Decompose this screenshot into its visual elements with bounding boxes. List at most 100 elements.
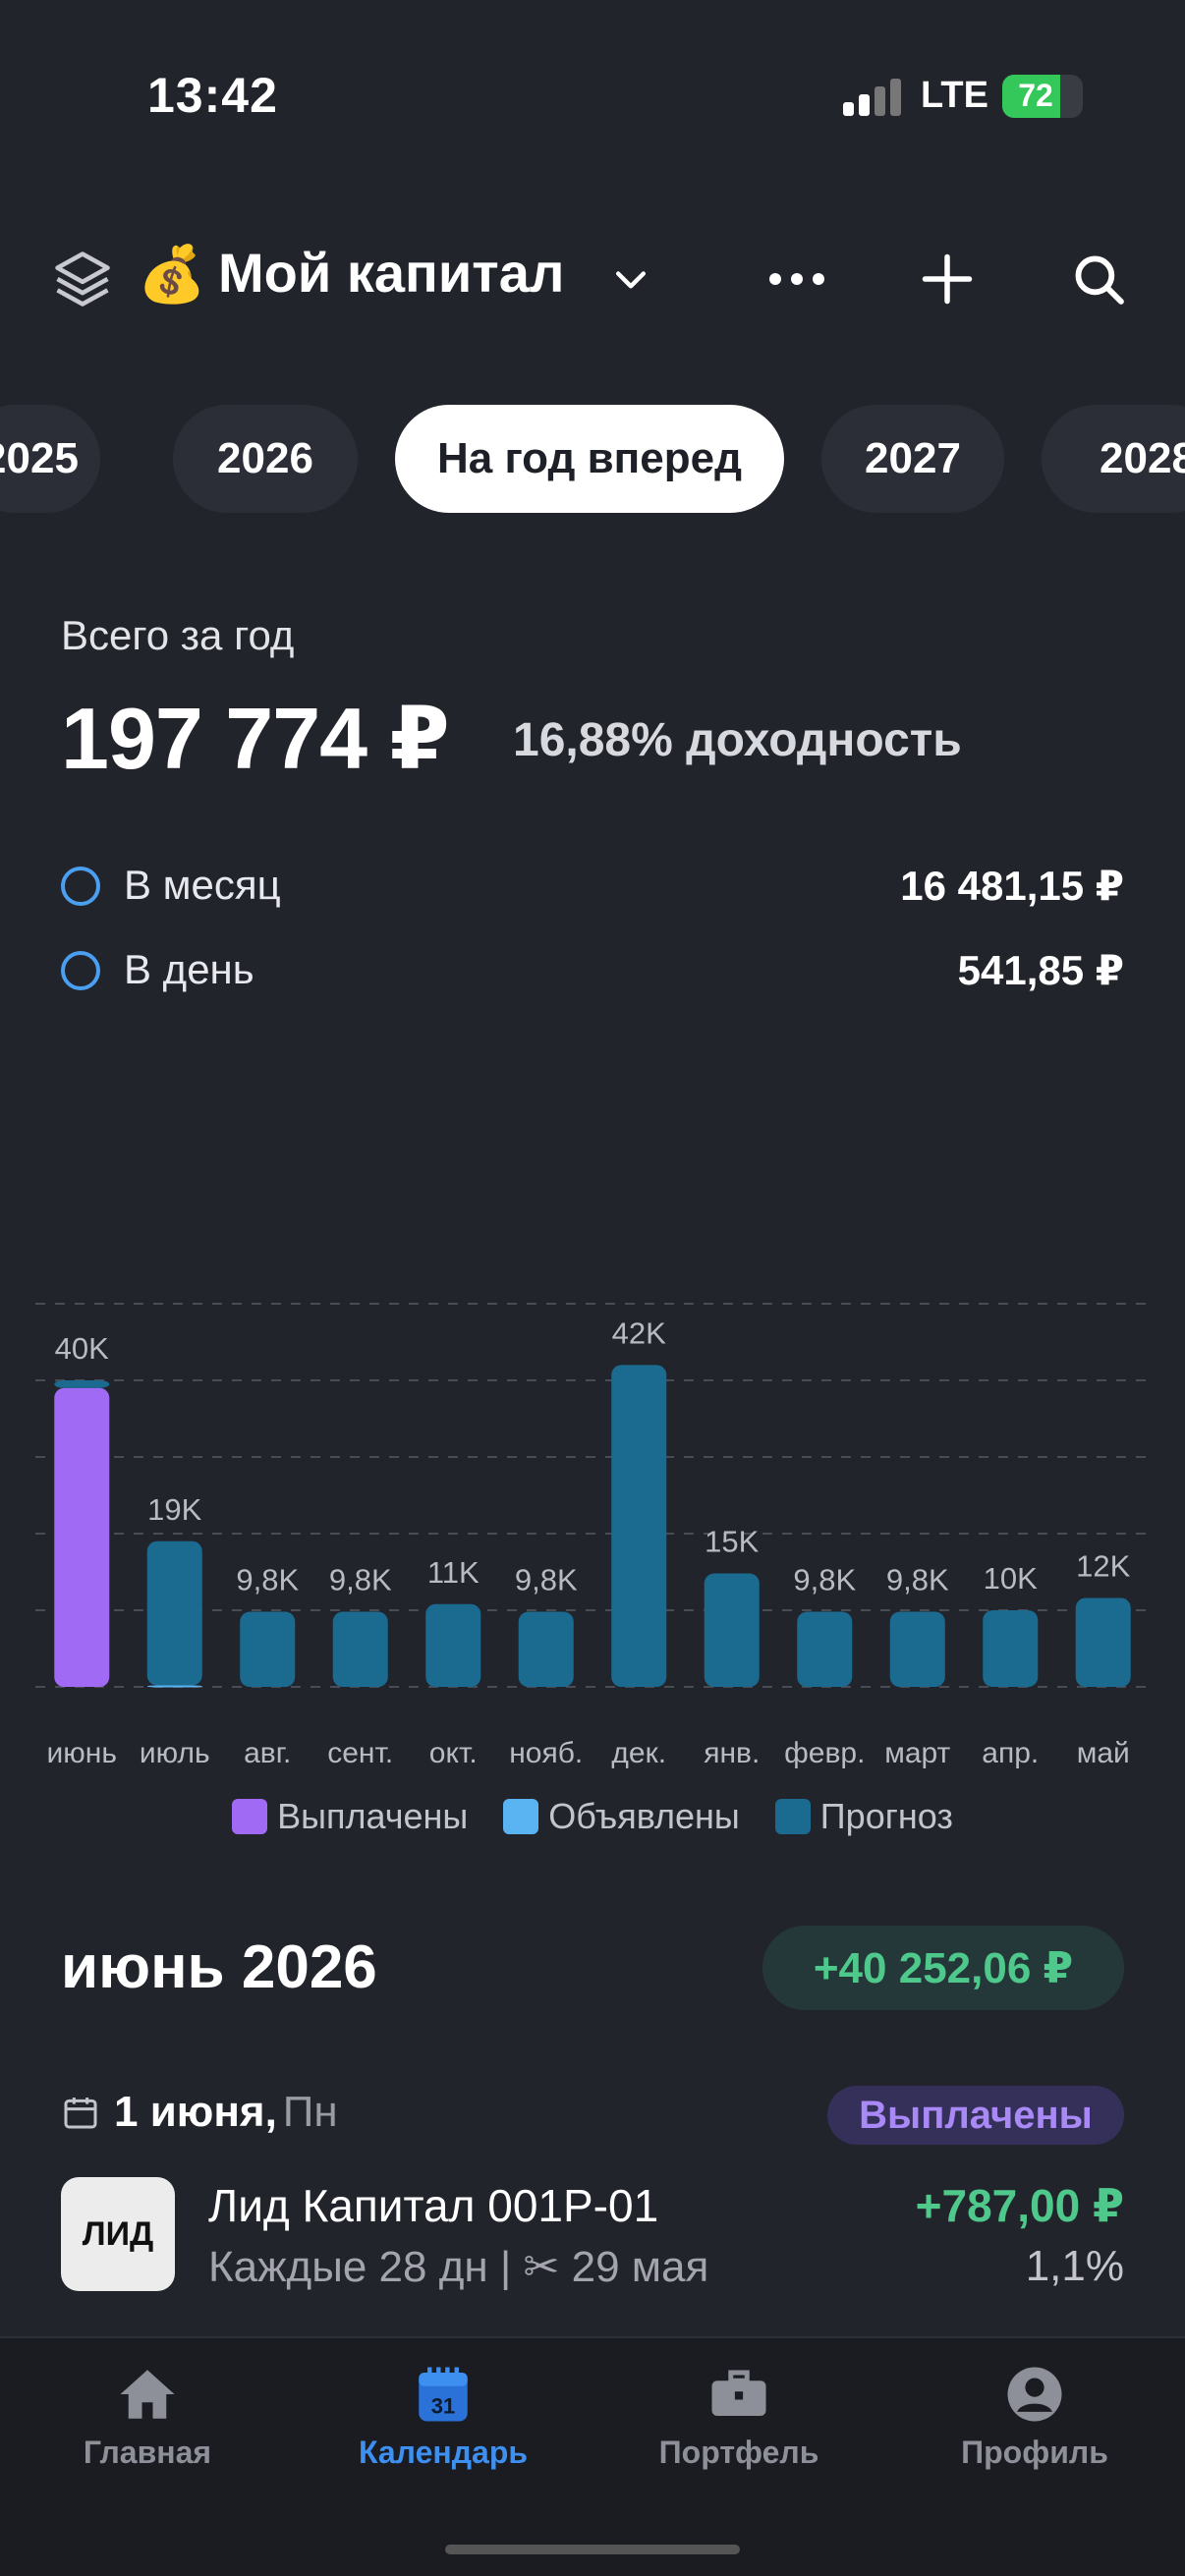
chart-category-label: май bbox=[1077, 1737, 1130, 1769]
yield-percent: 16,88% доходность bbox=[513, 714, 962, 766]
chart-bar-forecast[interactable] bbox=[240, 1611, 296, 1687]
chart-bar-forecast[interactable] bbox=[797, 1611, 853, 1687]
status-time: 13:42 bbox=[147, 68, 278, 123]
chart-bar-forecast[interactable] bbox=[889, 1611, 945, 1687]
briefcase-icon bbox=[711, 2370, 766, 2416]
chart-value-label: 9,8K bbox=[236, 1563, 299, 1597]
battery-indicator: 72 bbox=[1002, 75, 1083, 118]
total-amount: 197 774 ₽ bbox=[61, 690, 450, 787]
money-bag-icon: 💰 bbox=[138, 243, 206, 305]
chart-legend: Выплачены Объявлены Прогноз bbox=[0, 1796, 1185, 1837]
payment-amount: +787,00 ₽ bbox=[915, 2180, 1124, 2231]
radio-month[interactable] bbox=[61, 867, 100, 906]
tab-profile-label: Профиль bbox=[961, 2435, 1108, 2470]
chart-category-label: июнь bbox=[47, 1737, 117, 1769]
chart-bar-paid[interactable] bbox=[54, 1387, 110, 1687]
plus-icon[interactable] bbox=[914, 246, 981, 312]
calendar-small-icon bbox=[64, 2098, 97, 2129]
period-pill-2027[interactable]: 2027 bbox=[821, 405, 1004, 513]
legend-forecast[interactable]: Прогноз bbox=[774, 1796, 953, 1837]
chart-value-label: 42K bbox=[612, 1316, 666, 1350]
layers-icon[interactable] bbox=[47, 244, 118, 314]
chart-category-label: авг. bbox=[244, 1737, 291, 1769]
chart-bar-forecast[interactable] bbox=[332, 1611, 388, 1687]
chart-bar-forecast[interactable] bbox=[1075, 1597, 1131, 1687]
chart-bar-forecast[interactable] bbox=[146, 1540, 202, 1686]
legend-label-paid: Выплачены bbox=[277, 1796, 469, 1836]
chart-value-label: 9,8K bbox=[886, 1563, 949, 1597]
period-pill-2026[interactable]: 2026 bbox=[173, 405, 358, 513]
bottom-tab-bar: Главная 31 Календарь Портфель Профиль bbox=[0, 2336, 1185, 2576]
payment-weekday: Пн bbox=[282, 2088, 338, 2136]
chart-bar-forecast[interactable] bbox=[54, 1380, 110, 1388]
radio-day[interactable] bbox=[61, 951, 100, 990]
bond-schedule: Каждые 28 дн | ✂ 29 мая bbox=[208, 2243, 709, 2291]
legend-announced[interactable]: Объявлены bbox=[503, 1796, 740, 1837]
tab-home-label: Главная bbox=[83, 2435, 212, 2470]
chart-category-label: янв. bbox=[704, 1737, 760, 1769]
home-indicator bbox=[445, 2545, 740, 2554]
per-day-label: В день bbox=[124, 946, 254, 992]
profile-icon bbox=[1007, 2367, 1062, 2422]
battery-level: 72 bbox=[1018, 78, 1053, 113]
tab-calendar[interactable]: 31 Календарь bbox=[325, 2362, 561, 2471]
legend-label-announced: Объявлены bbox=[548, 1796, 740, 1836]
chart-value-label: 12K bbox=[1076, 1549, 1130, 1584]
calendar-icon: 31 bbox=[419, 2367, 468, 2422]
calendar-icon-day: 31 bbox=[431, 2393, 455, 2418]
chart-bar-announced[interactable] bbox=[146, 1685, 202, 1688]
period-pill-year-ahead[interactable]: На год вперед bbox=[395, 405, 784, 513]
chart-category-label: июль bbox=[140, 1737, 210, 1769]
signal-icon bbox=[843, 79, 902, 116]
period-pill-2025[interactable]: 2025 bbox=[0, 405, 100, 513]
legend-paid[interactable]: Выплачены bbox=[232, 1796, 468, 1837]
chart-bar-forecast[interactable] bbox=[983, 1610, 1039, 1687]
per-day-value: 541,85 ₽ bbox=[957, 947, 1124, 993]
portfolio-title[interactable]: Мой капитал bbox=[218, 242, 565, 304]
month-title: июнь 2026 bbox=[61, 1933, 377, 2001]
period-pill-2028[interactable]: 2028 bbox=[1042, 405, 1185, 513]
tab-portfolio-label: Портфель bbox=[658, 2435, 819, 2470]
chart-value-label: 40K bbox=[55, 1331, 109, 1366]
legend-swatch-forecast bbox=[774, 1799, 811, 1834]
chart-value-label: 9,8K bbox=[515, 1563, 578, 1597]
chart-category-label: март bbox=[884, 1737, 950, 1769]
home-icon bbox=[120, 2370, 175, 2419]
chart-category-label: февр. bbox=[784, 1737, 865, 1769]
chart-bar-forecast[interactable] bbox=[518, 1611, 574, 1687]
tab-profile[interactable]: Профиль bbox=[917, 2362, 1153, 2471]
chart-bar-forecast[interactable] bbox=[611, 1365, 667, 1687]
chart-value-label: 19K bbox=[147, 1492, 201, 1527]
legend-swatch-announced bbox=[503, 1799, 539, 1834]
per-month-value: 16 481,15 ₽ bbox=[900, 863, 1124, 909]
chart-value-label: 9,8K bbox=[793, 1563, 856, 1597]
payment-date-row: 1 июня, Пн bbox=[61, 2088, 338, 2137]
status-badge: Выплачены bbox=[827, 2086, 1124, 2145]
bond-name[interactable]: Лид Капитал 001P-01 bbox=[208, 2180, 659, 2231]
chart-category-label: дек. bbox=[611, 1737, 666, 1769]
chart-value-label: 10K bbox=[984, 1561, 1038, 1596]
chart-category-label: нояб. bbox=[509, 1737, 583, 1769]
search-icon[interactable] bbox=[1065, 246, 1132, 312]
per-month-label: В месяц bbox=[124, 862, 281, 908]
legend-swatch-paid bbox=[232, 1799, 268, 1834]
tab-portfolio[interactable]: Портфель bbox=[621, 2362, 857, 2471]
more-icon[interactable] bbox=[762, 250, 831, 308]
payment-date: 1 июня, bbox=[114, 2088, 277, 2136]
payments-bar-chart[interactable]: 40K июнь 19K июль 9,8K авг. 9,8K сент. 11K окт. 9,… bbox=[0, 1130, 1185, 1837]
chart-bar-forecast[interactable] bbox=[425, 1603, 481, 1687]
chart-category-label: апр. bbox=[982, 1737, 1039, 1769]
payment-percent: 1,1% bbox=[1025, 2242, 1124, 2290]
chevron-down-icon[interactable] bbox=[601, 250, 660, 308]
tab-calendar-label: Календарь bbox=[358, 2435, 529, 2470]
tab-home[interactable]: Главная bbox=[29, 2362, 265, 2471]
legend-label-forecast: Прогноз bbox=[819, 1796, 953, 1836]
chart-value-label: 11K bbox=[427, 1555, 480, 1590]
chart-value-label: 9,8K bbox=[329, 1563, 392, 1597]
issuer-logo: ЛИД bbox=[61, 2177, 175, 2291]
chart-category-label: сент. bbox=[327, 1737, 393, 1769]
total-label: Всего за год bbox=[61, 612, 295, 658]
chart-category-label: окт. bbox=[429, 1737, 478, 1769]
chart-value-label: 15K bbox=[705, 1525, 759, 1559]
chart-bar-forecast[interactable] bbox=[704, 1573, 760, 1687]
